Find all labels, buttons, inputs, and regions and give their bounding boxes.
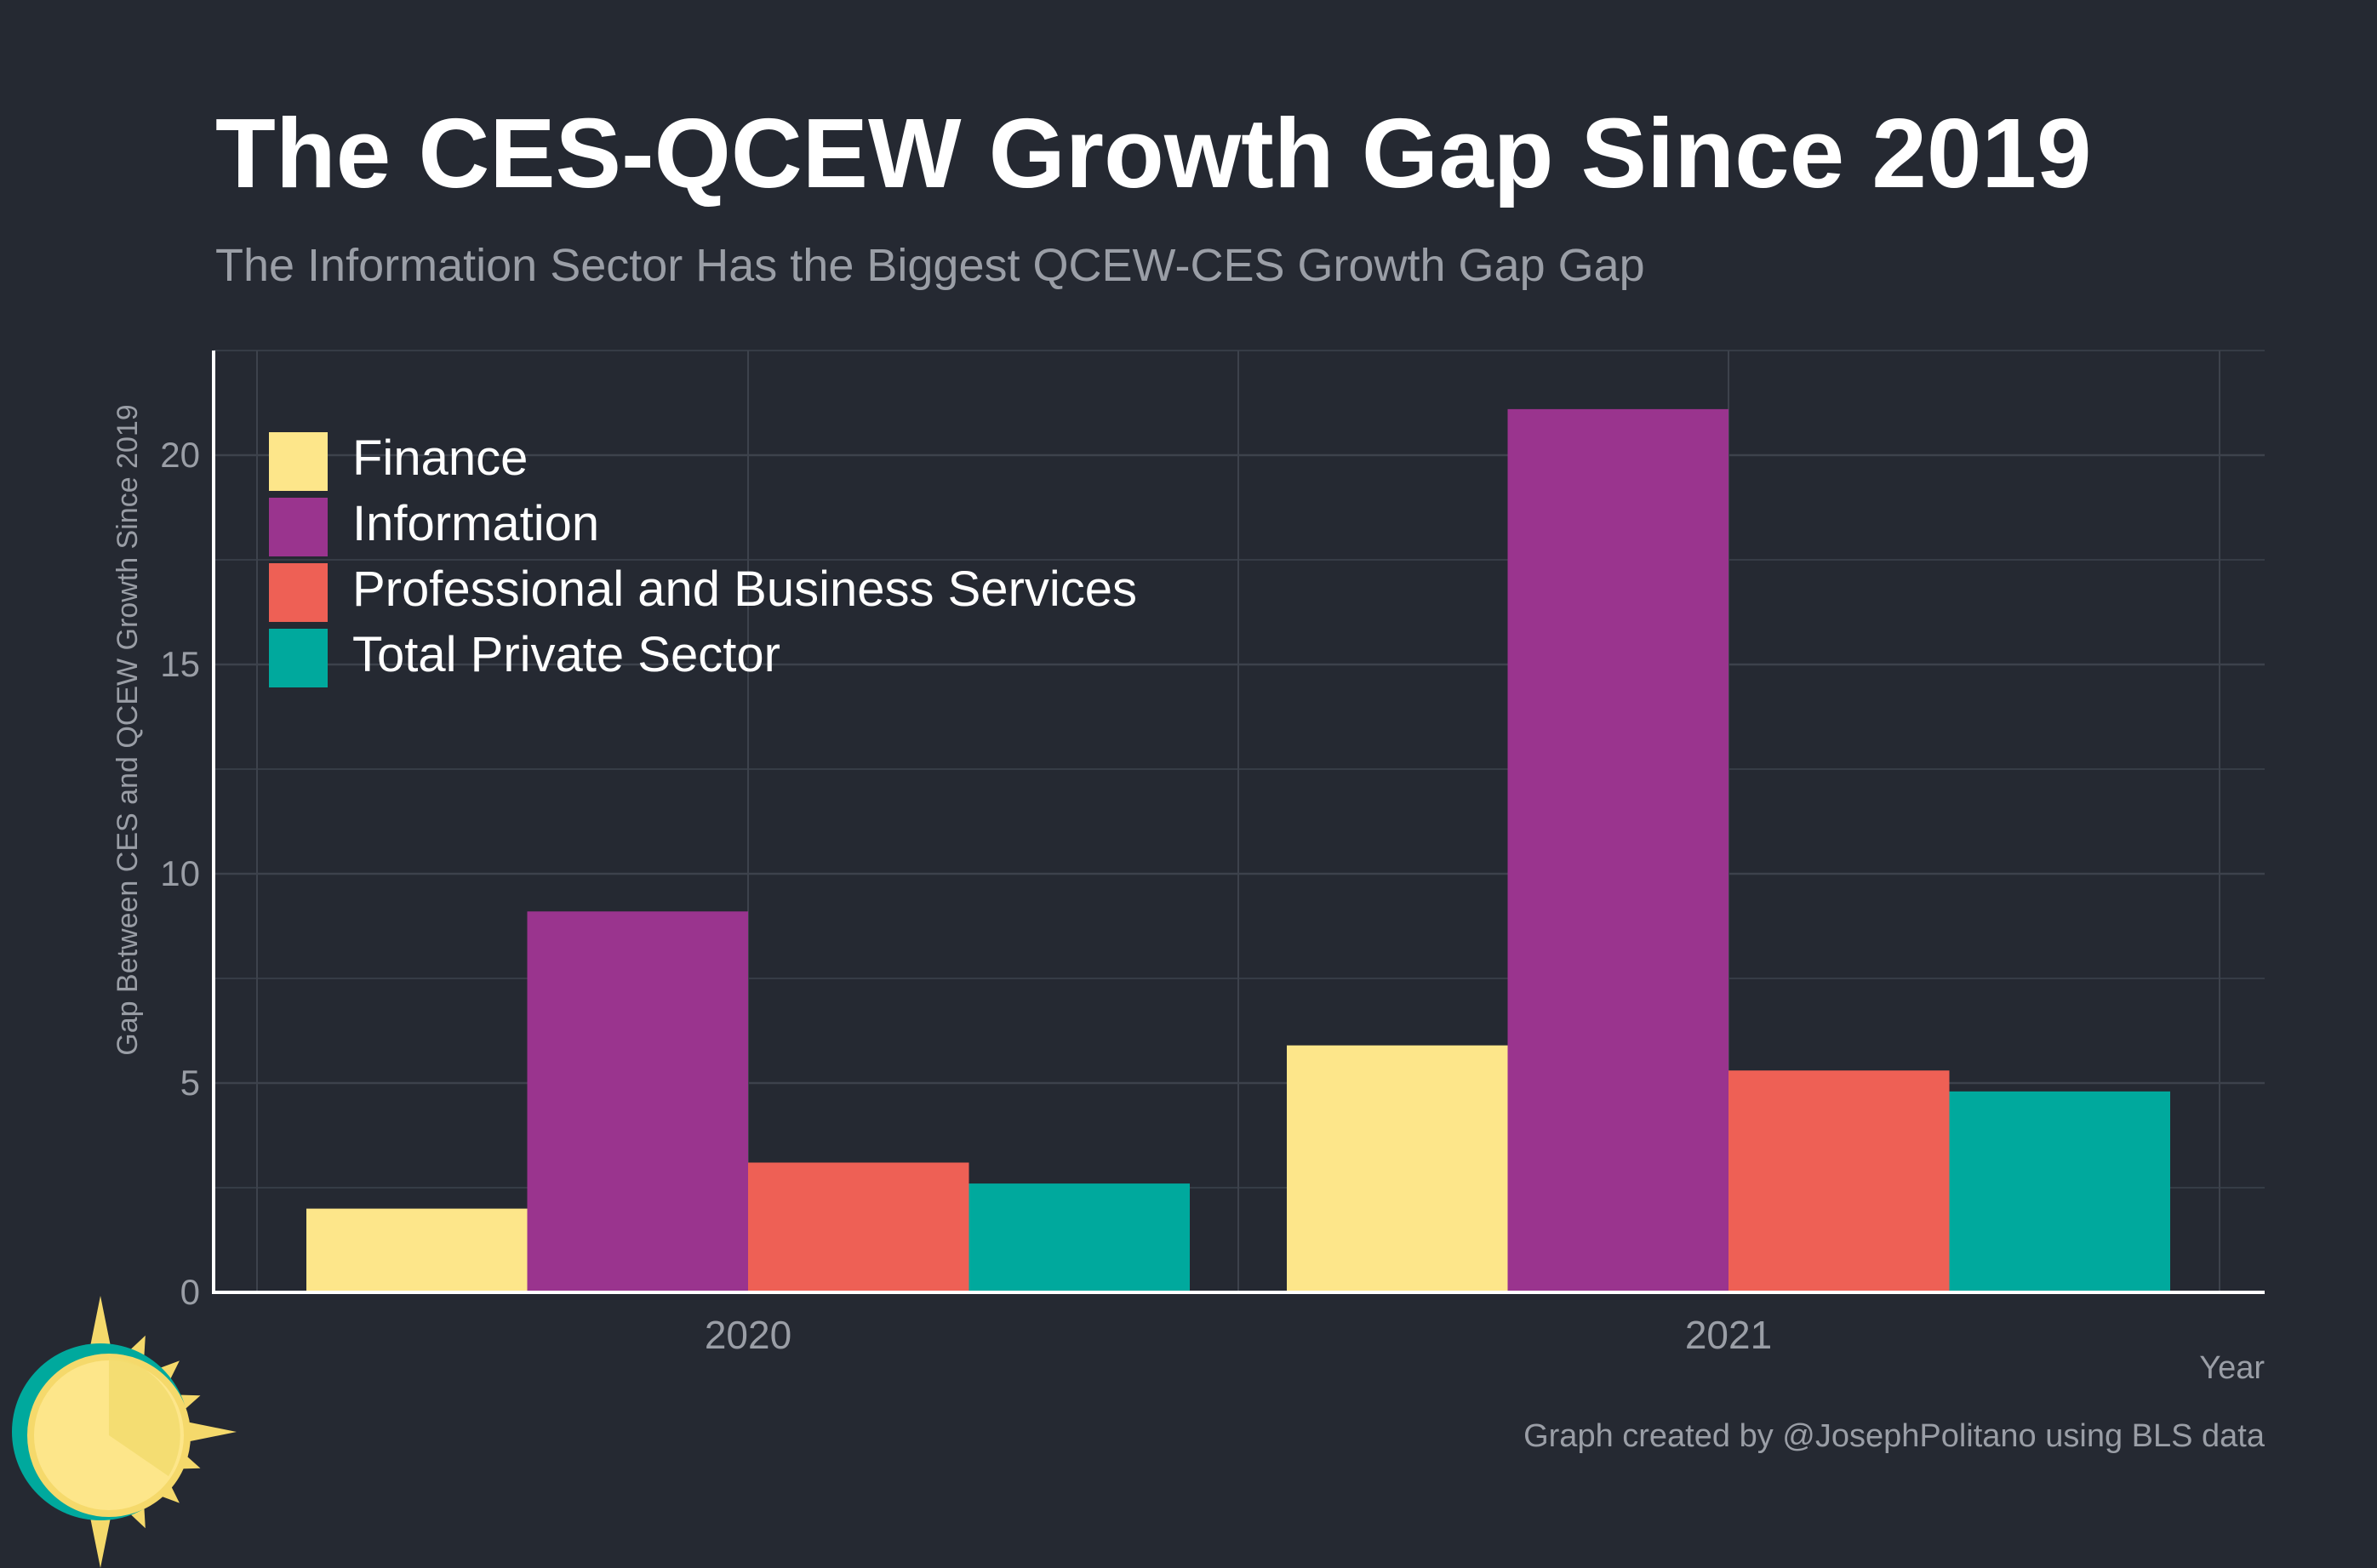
y-tick-label: 0 <box>180 1272 200 1312</box>
legend-swatch <box>269 629 328 687</box>
sun-ray <box>88 1296 113 1357</box>
y-tick-label: 5 <box>180 1063 200 1103</box>
legend-label: Finance <box>352 430 528 486</box>
bar-information-2021 <box>1507 408 1728 1292</box>
legend-label: Total Private Sector <box>352 627 780 682</box>
bar-finance-2020 <box>306 1208 528 1292</box>
bars <box>306 408 2170 1292</box>
legend-swatch <box>269 498 328 556</box>
bar-professional-and-business-services-2020 <box>748 1162 969 1292</box>
chart-subtitle: The Information Sector Has the Biggest Q… <box>215 240 1645 291</box>
chart-title: The CES-QCEW Growth Gap Since 2019 <box>215 98 2091 208</box>
caption: Graph created by @JosephPolitano using B… <box>1523 1418 2266 1454</box>
axes <box>212 351 2265 1294</box>
legend-label: Information <box>352 496 599 551</box>
bar-total-private-sector-2020 <box>969 1183 1190 1292</box>
sun-logo-icon <box>12 1296 237 1568</box>
sun-ray <box>175 1419 237 1445</box>
y-axis-title: Gap Between CES and QCEW Growth Since 20… <box>111 404 144 1055</box>
legend: Finance Information Professional and Busin… <box>269 430 1137 687</box>
x-axis-title: Year <box>2199 1350 2265 1386</box>
bar-total-private-sector-2021 <box>1949 1091 2170 1292</box>
bar-finance-2021 <box>1287 1045 1508 1292</box>
bar-information-2020 <box>527 911 748 1292</box>
bar-professional-and-business-services-2021 <box>1728 1070 1950 1292</box>
legend-label: Professional and Business Services <box>352 562 1137 617</box>
y-tick-label: 10 <box>160 853 200 893</box>
x-tick-label: 2021 <box>1685 1313 1772 1357</box>
x-tick-label: 2020 <box>705 1313 791 1357</box>
y-tick-label: 15 <box>160 644 200 684</box>
sun-ray <box>88 1507 113 1568</box>
y-tick-label: 20 <box>160 435 200 475</box>
legend-swatch <box>269 432 328 491</box>
legend-swatch <box>269 563 328 622</box>
